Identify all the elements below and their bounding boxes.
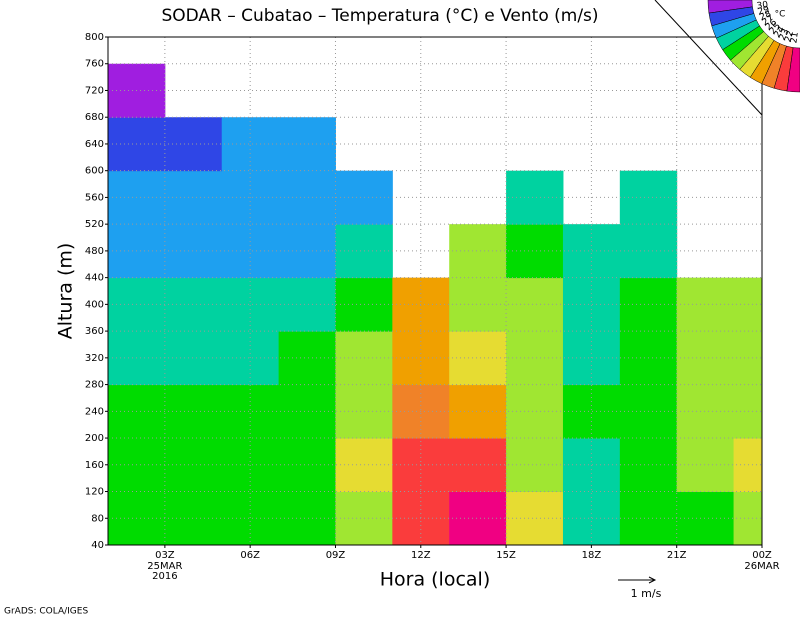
temperature-cell bbox=[506, 277, 564, 332]
y-tick-label: 400 bbox=[85, 299, 104, 310]
y-tick-label: 760 bbox=[85, 59, 104, 70]
temperature-cell bbox=[164, 491, 223, 546]
plot-frame bbox=[107, 36, 763, 546]
temperature-cell bbox=[221, 491, 280, 546]
y-tick-label: 40 bbox=[91, 540, 104, 551]
temperature-cell bbox=[506, 224, 564, 279]
temperature-cell bbox=[449, 277, 507, 332]
temperature-cell bbox=[164, 117, 223, 172]
x-tick-label: 15Z bbox=[496, 550, 516, 561]
temperature-cell bbox=[506, 438, 564, 493]
x-axis-label: Hora (local) bbox=[380, 569, 491, 591]
wind-reference-label: 1 m/s bbox=[631, 587, 662, 600]
y-tick-label: 520 bbox=[85, 219, 104, 230]
x-tick-label: 06Z bbox=[240, 550, 260, 561]
temperature-cell bbox=[164, 384, 223, 439]
wind-reference-arrowhead bbox=[648, 576, 657, 584]
temperature-cell bbox=[278, 224, 336, 279]
temperature-cell bbox=[562, 331, 621, 386]
temperature-cell bbox=[449, 331, 507, 386]
temperature-cell bbox=[221, 331, 280, 386]
y-tick-label: 240 bbox=[85, 406, 104, 417]
colorbar-label: 28 bbox=[758, 9, 773, 23]
temperature-cell bbox=[164, 331, 223, 386]
x-tick-label: 21Z bbox=[667, 550, 687, 561]
temperature-cell bbox=[278, 117, 336, 172]
colorbar-label: 23 bbox=[778, 27, 792, 42]
y-tick-label: 320 bbox=[85, 353, 104, 364]
temperature-cell bbox=[164, 224, 223, 279]
temperature-cell bbox=[278, 170, 336, 225]
temperature-cell bbox=[449, 384, 507, 439]
y-tick-label: 440 bbox=[85, 273, 104, 284]
temperature-cell bbox=[278, 438, 336, 493]
colorbar-swatch bbox=[786, 47, 800, 93]
temperature-cell bbox=[164, 277, 223, 332]
temperature-cell bbox=[676, 277, 735, 332]
temperature-cell bbox=[449, 438, 507, 493]
y-tick-label: 80 bbox=[91, 513, 104, 524]
temperature-cell bbox=[506, 491, 564, 546]
y-tick-label: 640 bbox=[85, 139, 104, 150]
credit: GrADS: COLA/IGES bbox=[4, 607, 88, 617]
x-date-label: 25MAR bbox=[147, 561, 182, 572]
x-date-label: 26MAR bbox=[744, 561, 779, 572]
y-tick-label: 680 bbox=[85, 112, 104, 123]
chart-title: SODAR – Cubatao – Temperatura (°C) e Ven… bbox=[161, 6, 598, 26]
colorbar-unit: °C bbox=[775, 10, 786, 20]
temperature-cell bbox=[506, 384, 564, 439]
x-tick-label: 09Z bbox=[326, 550, 346, 561]
colorbar-label: 30 bbox=[756, 0, 769, 12]
colorbar-divider bbox=[654, 0, 763, 116]
temperature-cell bbox=[562, 224, 621, 279]
colorbar-label: 22 bbox=[783, 30, 796, 44]
x-tick-label: 00Z bbox=[752, 550, 772, 561]
y-tick-label: 560 bbox=[85, 192, 104, 203]
y-tick-label: 160 bbox=[85, 460, 104, 471]
temperature-cell bbox=[562, 384, 621, 439]
temperature-cell bbox=[449, 491, 507, 546]
temperature-cell bbox=[221, 224, 280, 279]
x-tick-label: 12Z bbox=[411, 550, 431, 561]
temperature-cell bbox=[676, 491, 735, 546]
x-tick-label: 18Z bbox=[582, 550, 602, 561]
temperature-cell bbox=[506, 170, 564, 225]
temperature-cell bbox=[278, 384, 336, 439]
temperature-cell bbox=[221, 277, 280, 332]
y-tick-label: 120 bbox=[85, 487, 104, 498]
temperature-cell bbox=[278, 331, 336, 386]
y-tick-label: 200 bbox=[85, 433, 104, 444]
temperature-cell bbox=[278, 491, 336, 546]
temperature-cell bbox=[221, 117, 280, 172]
y-tick-label: 720 bbox=[85, 85, 104, 96]
temperature-cell bbox=[278, 277, 336, 332]
temperature-cell bbox=[506, 331, 564, 386]
colorbar-label: 21 bbox=[789, 31, 800, 44]
x-tick-label: 03Z bbox=[155, 550, 175, 561]
y-axis-label: Altura (m) bbox=[55, 243, 77, 340]
x-date-label: 2016 bbox=[152, 571, 177, 582]
y-tick-label: 800 bbox=[85, 32, 104, 43]
temperature-cell bbox=[164, 438, 223, 493]
temperature-cell bbox=[221, 384, 280, 439]
temperature-cell bbox=[449, 224, 507, 279]
temperature-cell bbox=[164, 170, 223, 225]
colorbar-label: 29 bbox=[757, 5, 771, 18]
temperature-cell bbox=[676, 438, 735, 493]
y-tick-label: 480 bbox=[85, 246, 104, 257]
temperature-cell bbox=[676, 384, 735, 439]
temperature-cell bbox=[676, 331, 735, 386]
y-tick-label: 600 bbox=[85, 166, 104, 177]
y-tick-label: 280 bbox=[85, 380, 104, 391]
y-tick-label: 360 bbox=[85, 326, 104, 337]
